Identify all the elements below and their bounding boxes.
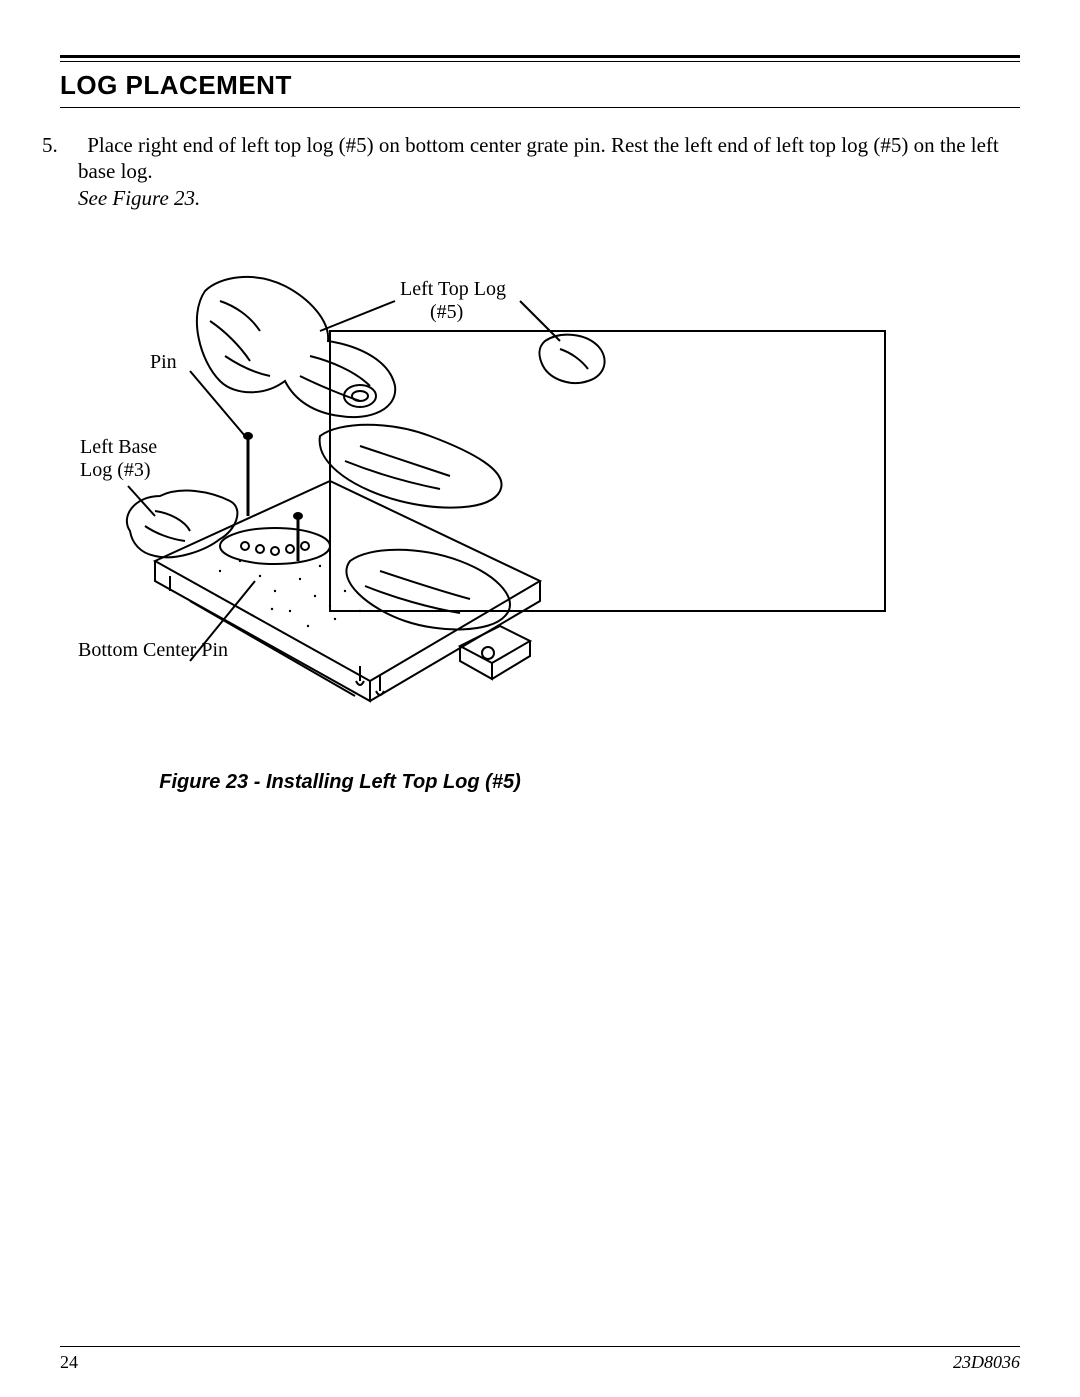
label-bottom-center-pin: Bottom Center Pin	[78, 639, 228, 662]
step-see: See Figure 23.	[78, 186, 200, 210]
footer-rule	[60, 1346, 1020, 1347]
page-number: 24	[60, 1352, 78, 1373]
label-left-base-log-2: Log (#3)	[80, 459, 151, 482]
label-left-top-log-1: Left Top Log	[400, 278, 506, 301]
rule-under-title	[60, 107, 1020, 108]
step-number: 5.	[60, 132, 82, 158]
instruction-step: 5. Place right end of left top log (#5) …	[78, 132, 1020, 211]
rule-top	[60, 55, 1020, 62]
section-title: LOG PLACEMENT	[60, 70, 1020, 101]
doc-id: 23D8036	[953, 1352, 1020, 1373]
label-left-top-log-2: (#5)	[430, 301, 463, 324]
figure-drawing	[60, 261, 1020, 741]
figure-23: Pin Left Top Log (#5) Left Base Log (#3)…	[60, 261, 1020, 761]
step-text: Place right end of left top log (#5) on …	[78, 133, 999, 183]
label-pin: Pin	[150, 351, 177, 374]
label-left-base-log-1: Left Base	[80, 436, 157, 459]
figure-caption: Figure 23 - Installing Left Top Log (#5)	[60, 771, 620, 794]
